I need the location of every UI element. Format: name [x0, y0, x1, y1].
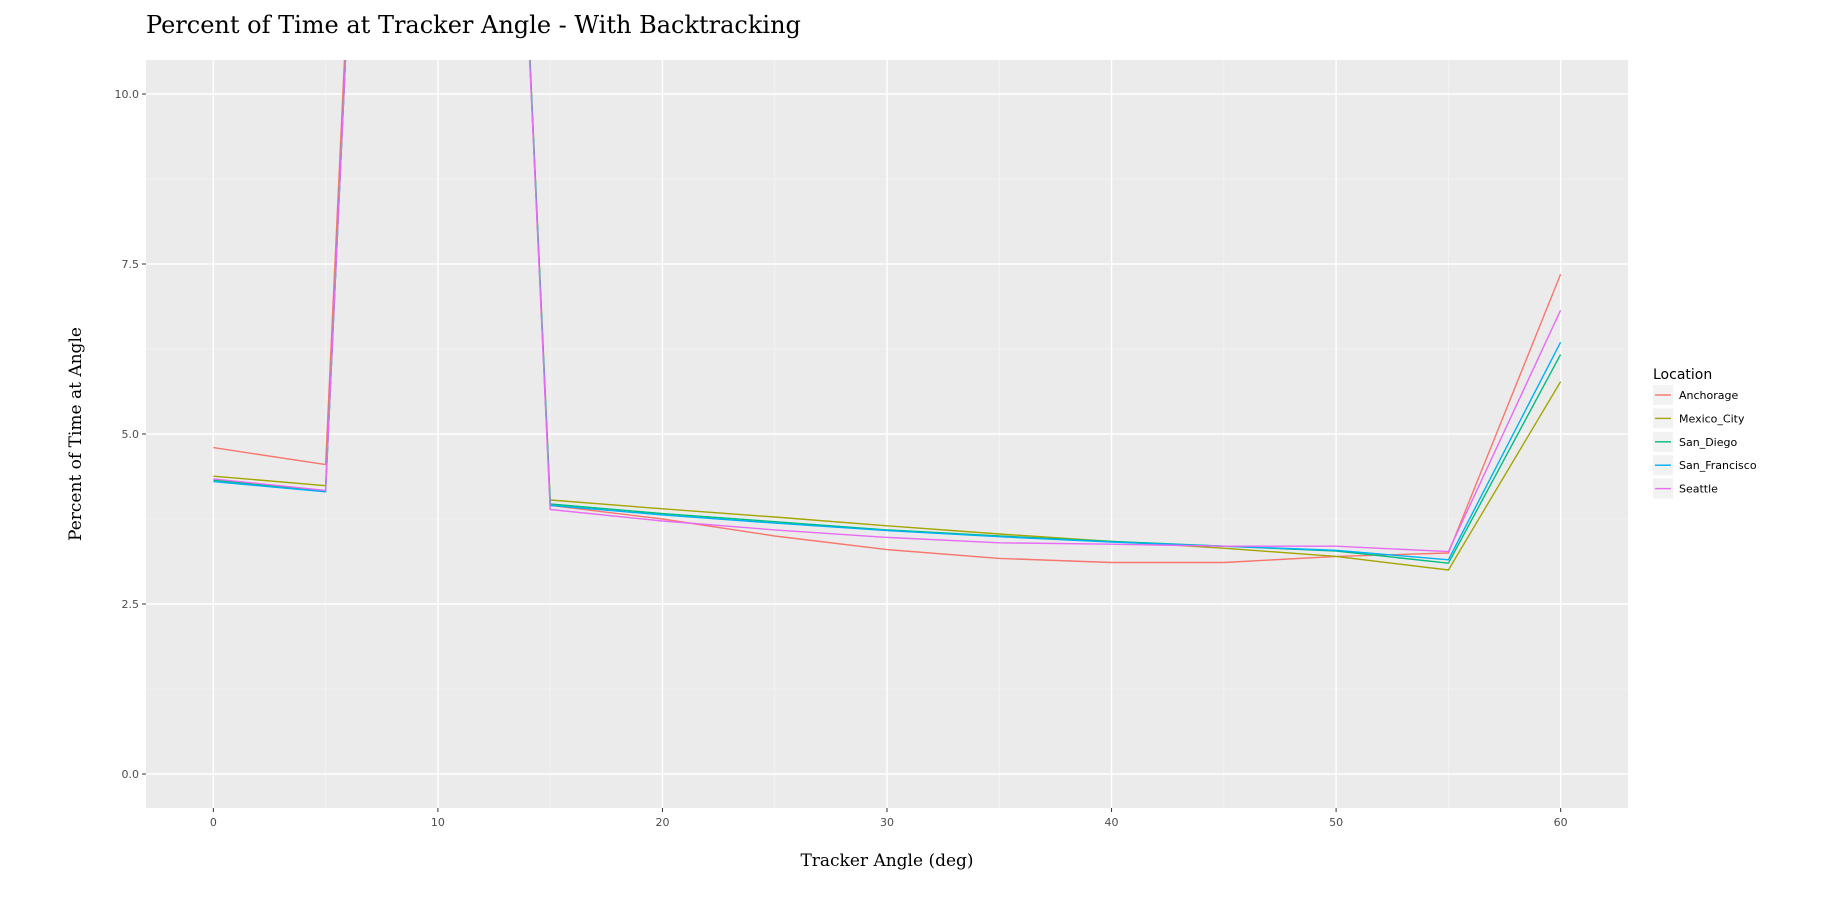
chart-title: Percent of Time at Tracker Angle - With …: [146, 11, 801, 39]
x-tick-label: 20: [655, 816, 669, 829]
y-tick-label: 10.0: [115, 88, 140, 101]
y-axis-title: Percent of Time at Angle: [66, 327, 86, 541]
series-line-mexico-city: [213, 60, 1562, 571]
x-tick-label: 0: [210, 816, 217, 829]
legend-label-san-diego: San_Diego: [1679, 436, 1737, 449]
x-tick-label: 10: [431, 816, 445, 829]
y-axis: 0.0 2.5 5.0 7.5 10.0: [115, 88, 146, 781]
x-tick-label: 40: [1105, 816, 1119, 829]
x-tick-label: 60: [1554, 816, 1568, 829]
x-tick-label: 50: [1329, 816, 1343, 829]
legend: Location Anchorage Mexico_City San_Diego Sa…: [1653, 367, 1757, 499]
legend-label-anchorage: Anchorage: [1679, 389, 1738, 402]
y-tick-label: 5.0: [122, 428, 140, 441]
y-tick-label: 0.0: [122, 768, 140, 781]
y-tick-label: 2.5: [122, 598, 140, 611]
series-line-san-francisco: [213, 60, 1562, 561]
legend-label-mexico-city: Mexico_City: [1679, 412, 1745, 425]
x-tick-label: 30: [880, 816, 894, 829]
x-axis: 0 10 20 30 40 50 60: [210, 808, 1568, 829]
legend-title: Location: [1653, 367, 1712, 383]
legend-label-san-francisco: San_Francisco: [1679, 459, 1757, 472]
grid-major: [146, 60, 1628, 808]
x-axis-title: Tracker Angle (deg): [800, 851, 973, 871]
y-tick-label: 7.5: [122, 258, 140, 271]
series-line-seattle: [213, 60, 1562, 553]
series-layer: [213, 60, 1562, 571]
legend-label-seattle: Seattle: [1679, 483, 1718, 496]
